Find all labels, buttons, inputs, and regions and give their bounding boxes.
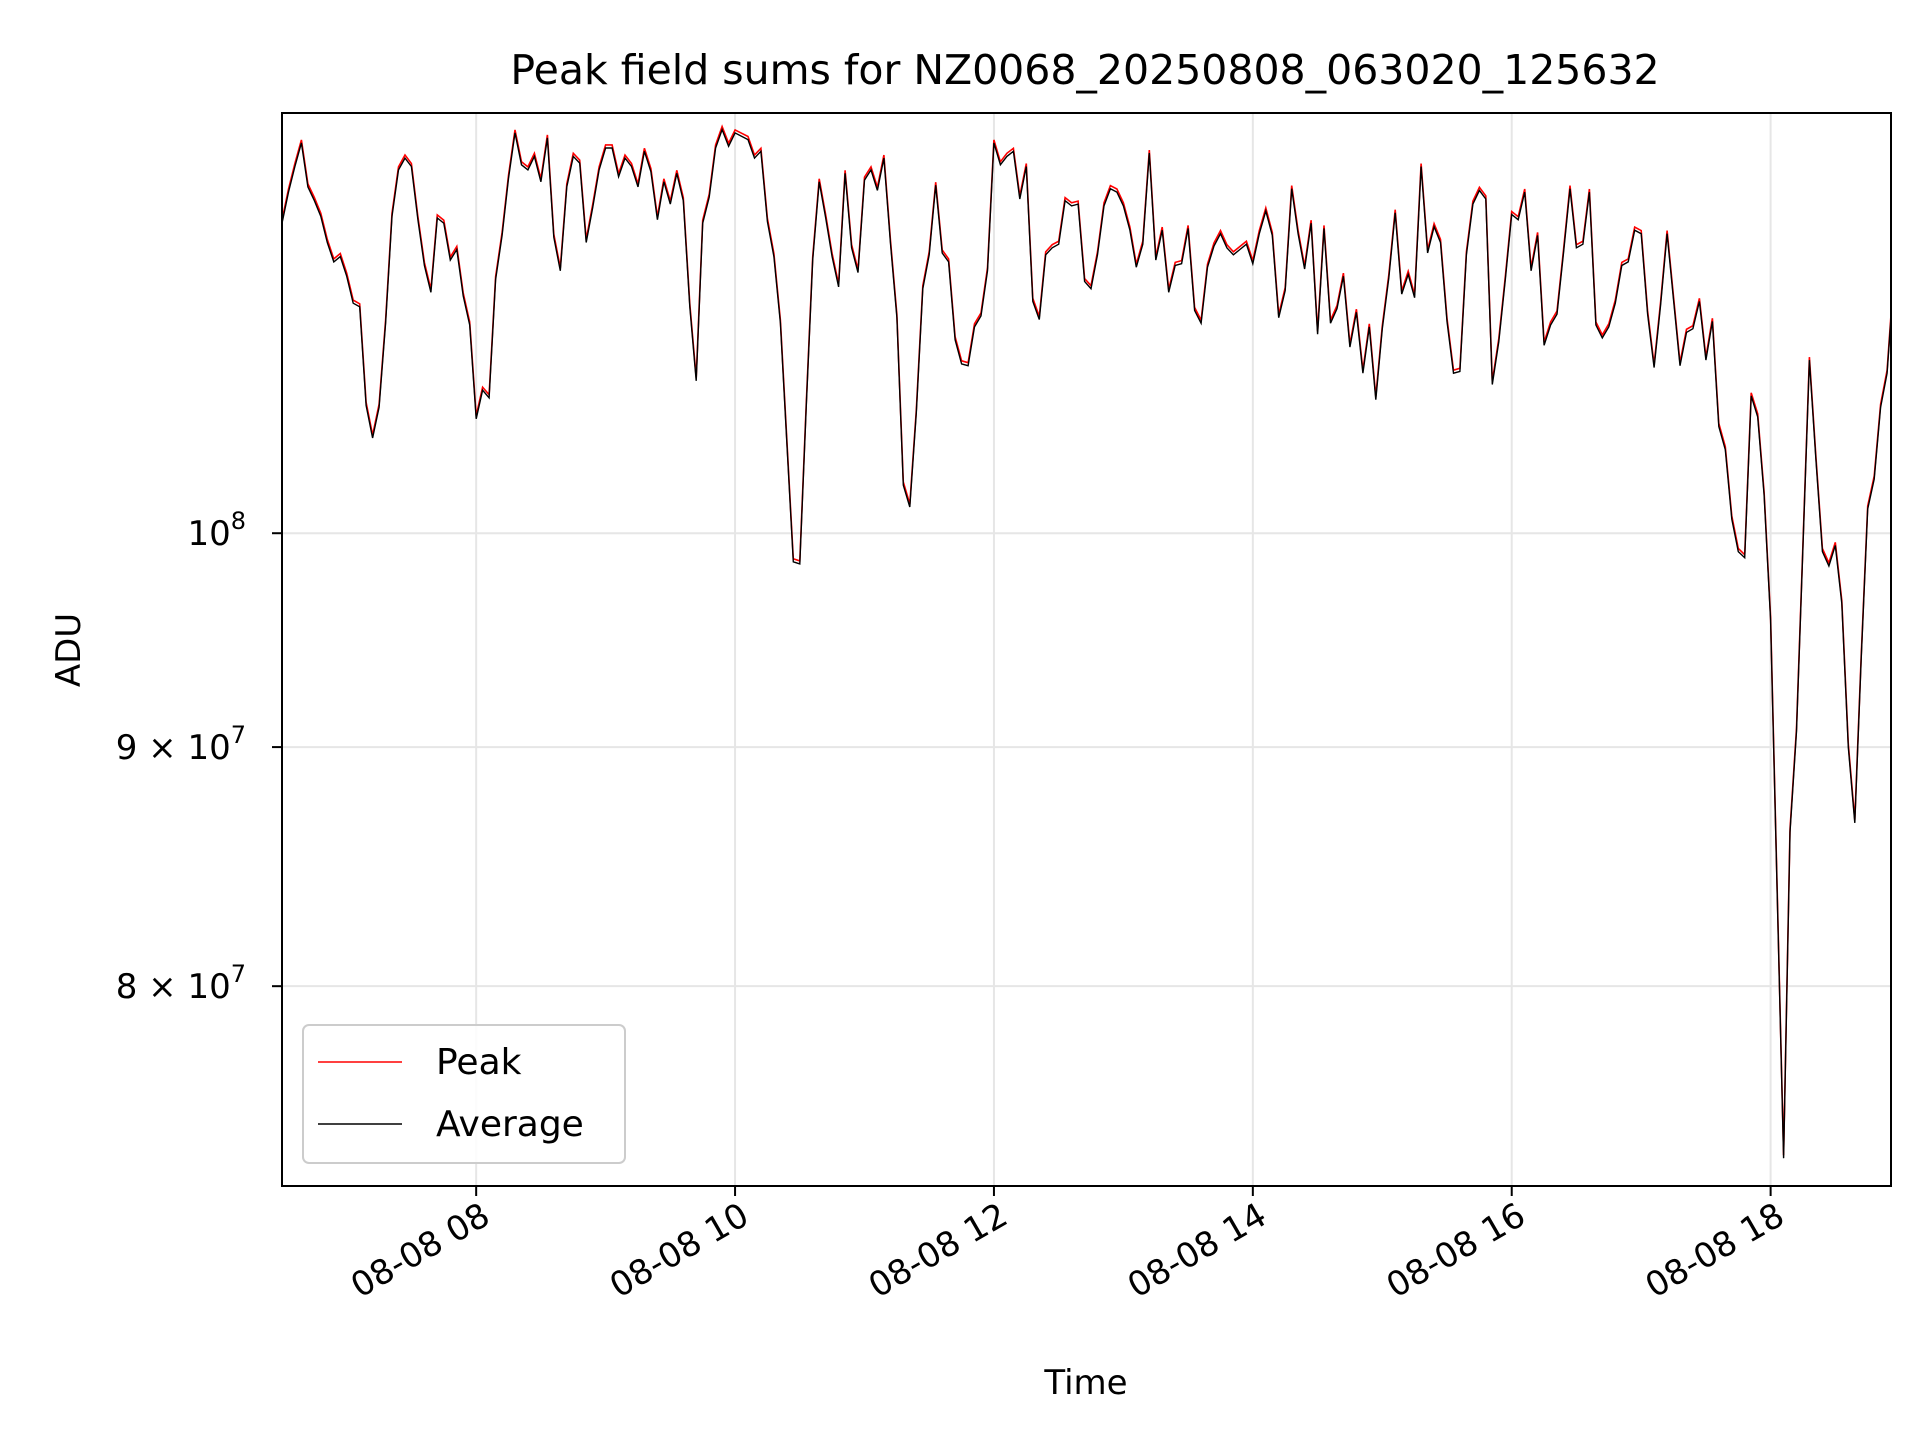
y-axis-label: ADU [49,613,89,687]
y-tick-label: 8 × 107​ [116,960,246,1007]
y-axis-ticks: 8 × 107​ 9 × 107​ 108​ [116,507,282,1007]
y-tick-label: 9 × 107​ [116,721,246,768]
average-series-line [282,127,1891,1159]
chart-title: Peak field sums for NZ0068_20250808_0630… [510,46,1659,94]
plot-area [282,124,1891,1159]
legend: Peak Average [302,1024,626,1164]
plot-frame [281,112,1892,1187]
x-axis-label: Time [1043,1363,1127,1403]
legend-average-label: Average [436,1104,584,1145]
legend-peak-label: Peak [436,1042,522,1083]
y-tick-label: 108​ [187,507,246,554]
legend-box [302,1024,626,1164]
